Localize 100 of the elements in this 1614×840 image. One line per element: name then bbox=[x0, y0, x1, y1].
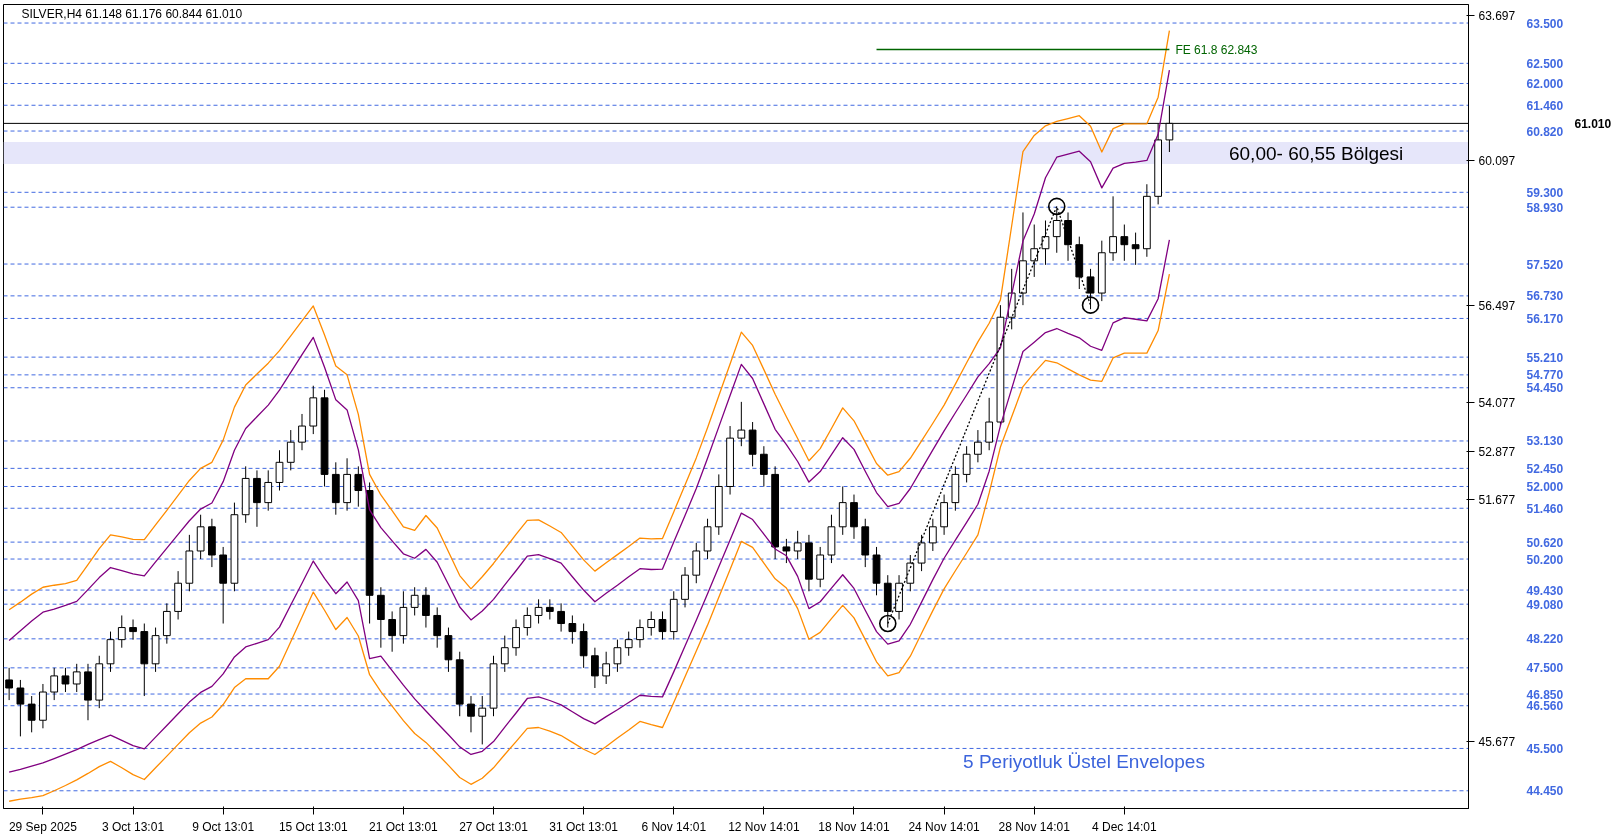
candlestick bbox=[286, 429, 295, 471]
ref-line-label: 56.730 bbox=[1526, 289, 1564, 304]
candlestick bbox=[624, 631, 633, 657]
ref-line-label: 61.010 bbox=[1574, 116, 1612, 131]
ref-line-label: 50.200 bbox=[1526, 552, 1564, 567]
candlestick bbox=[545, 598, 554, 620]
x-tick-label: 31 Oct 13:01 bbox=[549, 819, 619, 834]
ref-line-label: 53.130 bbox=[1526, 434, 1564, 449]
x-tick-label: 6 Nov 14:01 bbox=[641, 819, 707, 834]
candlestick bbox=[264, 469, 273, 512]
x-tick-label: 24 Nov 14:01 bbox=[908, 819, 981, 834]
candlestick bbox=[928, 518, 937, 552]
ref-line-label: 49.430 bbox=[1526, 583, 1564, 598]
y-tick-label: 56.497 bbox=[1478, 298, 1516, 313]
ref-line-label: 62.500 bbox=[1526, 56, 1564, 71]
ref-line-label: 46.850 bbox=[1526, 687, 1564, 702]
x-tick-label: 9 Oct 13:01 bbox=[192, 819, 255, 834]
candlestick bbox=[500, 635, 509, 673]
candlestick bbox=[388, 610, 397, 653]
candlestick bbox=[591, 647, 599, 689]
candlestick bbox=[647, 610, 656, 637]
candlestick bbox=[512, 618, 520, 657]
annotation: 5 Periyotluk Üstel Envelopes bbox=[963, 751, 1205, 773]
candlestick bbox=[27, 695, 36, 733]
x-tick-label: 29 Sep 2025 bbox=[8, 819, 78, 834]
x-tick-label: 28 Nov 14:01 bbox=[998, 819, 1071, 834]
y-tick-label: 60.097 bbox=[1478, 153, 1516, 168]
point bbox=[1047, 197, 1066, 216]
ref-line-label: 52.000 bbox=[1526, 480, 1564, 494]
y-tick-label: 45.677 bbox=[1478, 734, 1516, 749]
candlestick bbox=[1120, 224, 1129, 262]
candlestick bbox=[962, 445, 971, 483]
candlestick bbox=[737, 401, 746, 447]
ref-line-label: 56.170 bbox=[1526, 311, 1564, 326]
ref-line-label: 55.210 bbox=[1526, 350, 1564, 365]
candlestick bbox=[658, 610, 667, 641]
candlestick bbox=[422, 586, 430, 629]
ref-line-label: 52.450 bbox=[1526, 461, 1564, 476]
series-label: FE 61.8 62.843 bbox=[1175, 42, 1258, 57]
ref-line-label: 59.300 bbox=[1526, 185, 1564, 200]
candlestick bbox=[793, 530, 802, 560]
candlestick bbox=[410, 586, 419, 616]
ref-line-label: 60.820 bbox=[1526, 124, 1564, 139]
candlestick bbox=[613, 639, 622, 673]
ref-line-label: 62.000 bbox=[1526, 76, 1564, 91]
candlestick bbox=[985, 397, 994, 451]
candlestick bbox=[129, 618, 137, 641]
ref-line-label: 54.770 bbox=[1526, 368, 1564, 383]
candlestick bbox=[298, 413, 306, 451]
y-tick-label: 54.077 bbox=[1478, 396, 1516, 411]
candlestick bbox=[759, 445, 768, 487]
ref-line-label: 58.930 bbox=[1526, 200, 1564, 215]
candlestick bbox=[974, 429, 982, 463]
chart-title: SILVER,H4 61.148 61.176 60.844 61.010 bbox=[21, 6, 243, 21]
candlestick bbox=[478, 695, 487, 745]
candlestick bbox=[557, 602, 565, 633]
candlestick bbox=[433, 606, 442, 649]
y-tick-label: 63.697 bbox=[1478, 8, 1516, 23]
candlestick bbox=[1030, 224, 1039, 278]
x-tick-label: 21 Oct 13:01 bbox=[369, 819, 439, 834]
candlestick bbox=[1109, 195, 1117, 262]
x-tick-label: 18 Nov 14:01 bbox=[818, 819, 891, 834]
ref-line-label: 50.620 bbox=[1526, 535, 1564, 550]
candlestick bbox=[568, 614, 577, 645]
y-tick-label: 52.877 bbox=[1478, 444, 1516, 459]
ref-line-label: 51.460 bbox=[1526, 501, 1564, 516]
candlestick bbox=[523, 606, 532, 637]
y-tick-label: 51.677 bbox=[1478, 493, 1516, 508]
ref-line-label: 57.520 bbox=[1526, 257, 1564, 272]
ref-line-label: 46.560 bbox=[1526, 699, 1564, 714]
candlestick bbox=[1131, 232, 1140, 266]
candlestick bbox=[602, 651, 611, 685]
ref-line-label: 44.450 bbox=[1526, 784, 1564, 799]
ref-line-label: 54.450 bbox=[1526, 381, 1564, 396]
x-tick-label: 4 Dec 14:01 bbox=[1091, 819, 1158, 834]
candlestick bbox=[1041, 220, 1050, 266]
candlestick bbox=[16, 679, 25, 737]
candlestick bbox=[917, 534, 926, 572]
candlestick bbox=[61, 667, 70, 693]
candlestick bbox=[354, 465, 363, 508]
ref-line-label: 49.080 bbox=[1526, 597, 1564, 612]
ref-line-label: 61.460 bbox=[1526, 98, 1564, 113]
candlestick bbox=[906, 554, 915, 592]
candlestick bbox=[636, 618, 644, 649]
band-label: 60,00- 60,55 Bölgesi bbox=[1228, 142, 1404, 164]
x-tick-label: 15 Oct 13:01 bbox=[278, 819, 348, 834]
candlestick bbox=[782, 538, 791, 564]
candlestick bbox=[275, 449, 284, 492]
ref-line-label: 47.500 bbox=[1526, 661, 1564, 676]
candlestick bbox=[117, 614, 126, 649]
point bbox=[1081, 296, 1100, 314]
x-tick-label: 3 Oct 13:01 bbox=[102, 819, 165, 834]
ref-line-label: 45.500 bbox=[1526, 741, 1564, 756]
candlestick bbox=[72, 663, 81, 693]
ref-line-label: 48.220 bbox=[1526, 632, 1564, 647]
candlestick bbox=[467, 695, 475, 733]
ref-line-label: 63.500 bbox=[1526, 16, 1564, 31]
x-tick-label: 27 Oct 13:01 bbox=[459, 819, 529, 834]
candlestick bbox=[50, 667, 59, 701]
candlestick bbox=[534, 598, 543, 625]
